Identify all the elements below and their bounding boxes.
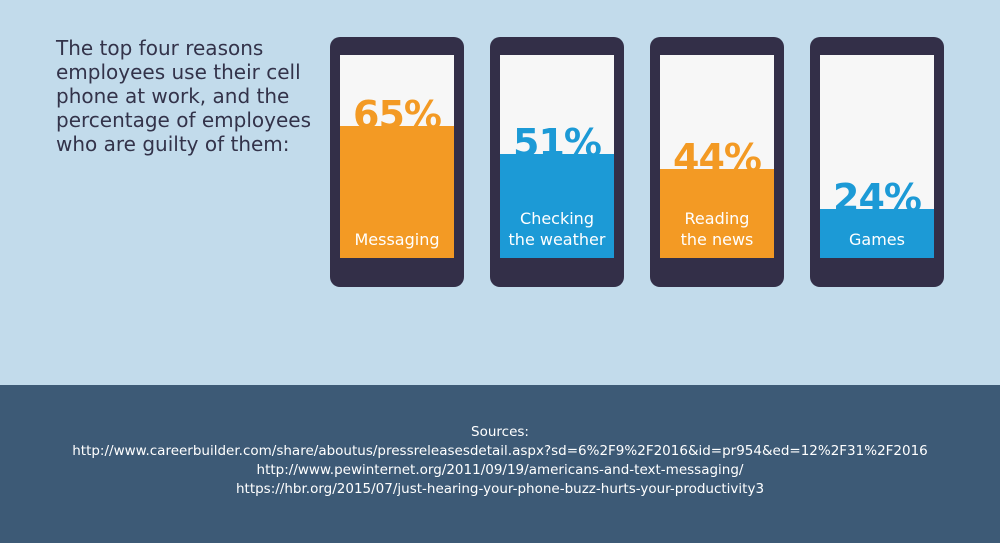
phone-screen: 65% Messaging — [340, 55, 454, 258]
source-link[interactable]: https://hbr.org/2015/07/just-hearing-you… — [235, 481, 765, 497]
phone-screen: 24% Games — [820, 55, 934, 258]
category-label: Messaging — [354, 230, 440, 249]
bar-fill — [500, 154, 614, 258]
value-label: 44% — [673, 136, 762, 180]
phone-bar: 44% Reading the news — [650, 37, 784, 287]
bar-fill — [340, 126, 454, 258]
value-label: 51% — [513, 121, 602, 165]
phone-bar: 51% Checking the weather — [490, 37, 624, 287]
phone-bar: 24% Games — [810, 37, 944, 287]
value-label: 65% — [353, 93, 442, 137]
intro-text: The top four reasons employees use their… — [56, 36, 311, 156]
phone-bar: 65% Messaging — [330, 37, 464, 287]
infographic-panel: The top four reasons employees use their… — [56, 36, 944, 287]
category-label: Reading the news — [680, 209, 754, 249]
source-link[interactable]: http://www.careerbuilder.com/share/about… — [72, 443, 928, 459]
phone-screen: 44% Reading the news — [660, 55, 774, 258]
bar-fill — [660, 169, 774, 258]
bar-fill — [820, 209, 934, 258]
value-label: 24% — [833, 176, 922, 220]
phone-screen: 51% Checking the weather — [500, 55, 614, 258]
category-label: Games — [849, 230, 905, 249]
phone-chart: 65% Messaging 51% Checking the weather 44% Rea… — [330, 37, 944, 287]
source-link[interactable]: http://www.pewinternet.org/2011/09/19/am… — [256, 462, 744, 478]
sources-footer: Sources: http://www.careerbuilder.com/sh… — [0, 385, 1000, 543]
sources-title: Sources: — [471, 424, 529, 440]
category-label: Checking the weather — [508, 209, 606, 249]
